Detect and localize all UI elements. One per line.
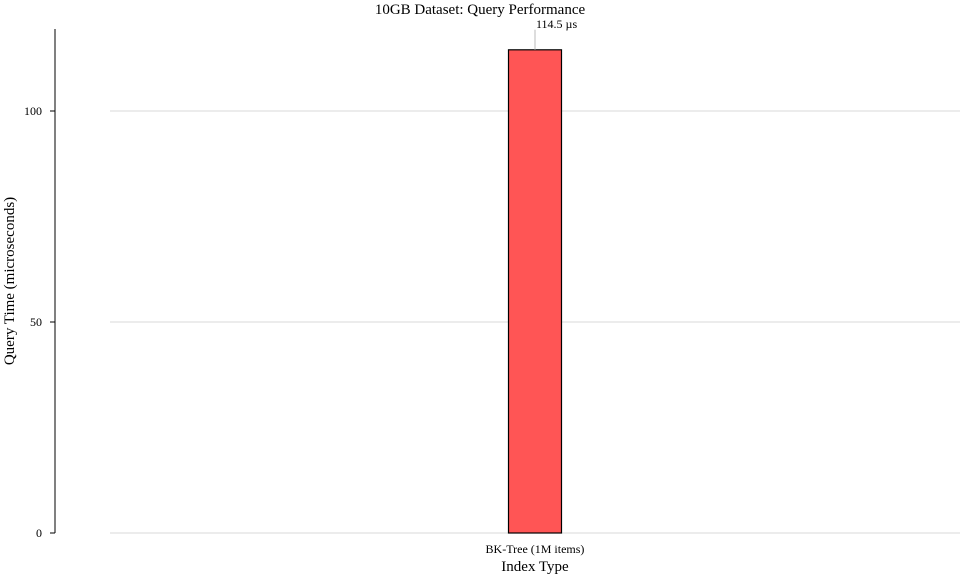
bar-0	[507, 49, 563, 534]
chart-title: 10GB Dataset: Query Performance	[375, 2, 586, 18]
data-label-0: 114.5 µs	[536, 17, 577, 31]
y-tick-label-50: 50	[30, 315, 42, 329]
x-axis-label: Index Type	[501, 559, 569, 575]
x-tick-label-0: BK-Tree (1M items)	[486, 542, 585, 556]
bars: 114.5 µs	[507, 17, 577, 534]
x-axis-ticks: BK-Tree (1M items)	[486, 542, 585, 556]
y-tick-label-0: 0	[36, 526, 42, 540]
y-axis-ticks: 0 50 100	[24, 104, 55, 540]
y-tick-label-100: 100	[24, 104, 42, 118]
y-axis-label: Query Time (microseconds)	[2, 197, 18, 365]
